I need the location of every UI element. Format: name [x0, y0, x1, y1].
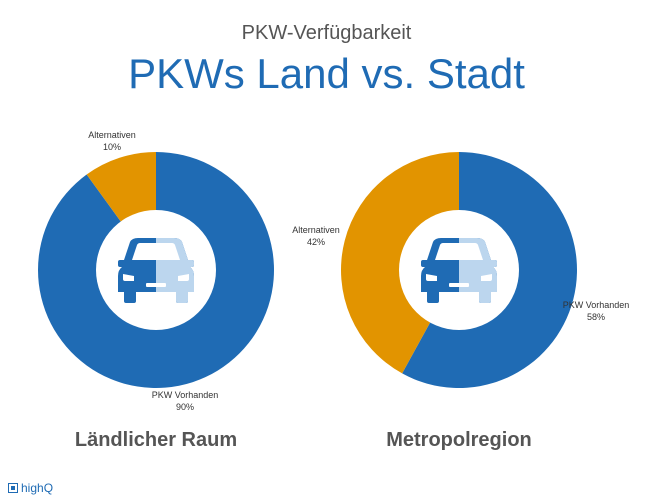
donut-chart-laendlicher-raum: PKW Vorhanden 90% Alternativen 10% Ländl… [38, 130, 275, 451]
slice-label-value: 58% [587, 312, 605, 322]
car-icon [118, 238, 194, 303]
chart-caption: Metropolregion [386, 429, 532, 451]
slice-label-name: Alternativen [88, 130, 136, 140]
brand-name: highQ [21, 481, 54, 495]
donut-chart-metropolregion: PKW Vorhanden 58% Alternativen 42% Metro… [292, 152, 629, 451]
slice-label-name: Alternativen [292, 225, 340, 235]
highq-logo-icon [8, 483, 18, 493]
chart-subtitle: PKW-Verfügbarkeit [241, 22, 412, 44]
page-title: PKWs Land vs. Stadt [128, 50, 525, 97]
slice-label-value: 42% [307, 237, 325, 247]
car-icon [421, 238, 497, 303]
slice-label-name: PKW Vorhanden [152, 390, 219, 400]
slice-label-value: 10% [103, 142, 121, 152]
highq-logo: highQ [8, 481, 53, 495]
chart-caption: Ländlicher Raum [75, 429, 237, 451]
slice-label-name: PKW Vorhanden [563, 300, 630, 310]
slice-label-value: 90% [176, 402, 194, 412]
